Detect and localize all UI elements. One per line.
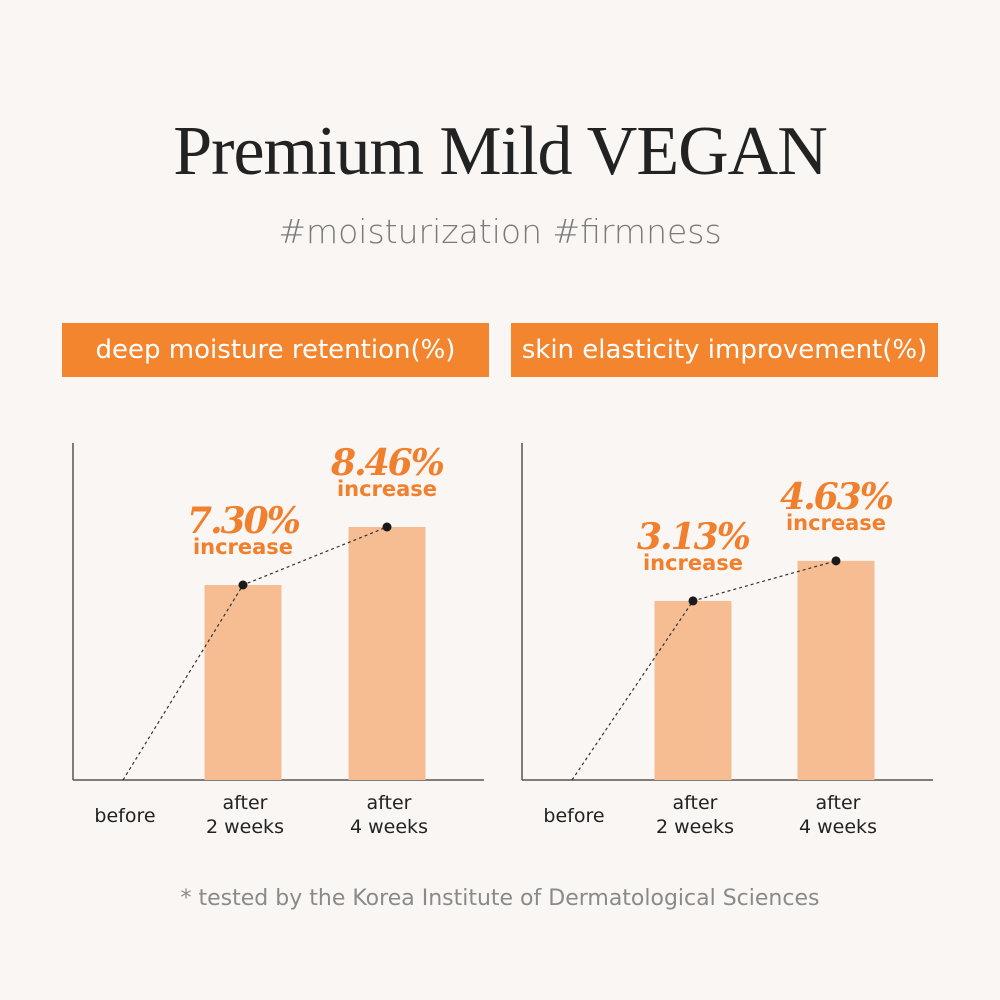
chart-title-moisture: deep moisture retention(%) xyxy=(62,323,489,377)
chart-title-elasticity: skin elasticity improvement(%) xyxy=(511,323,938,377)
trend-point xyxy=(831,556,841,566)
x-tick-label: 2 weeks xyxy=(656,816,734,838)
bar-2 xyxy=(348,527,426,780)
trend-point xyxy=(238,580,248,590)
data-label-text: increase xyxy=(193,535,293,559)
data-label-value: 4.63% xyxy=(780,476,893,518)
hashtags: #moisturization #firmness xyxy=(278,212,722,251)
x-tick-label: after xyxy=(367,792,412,814)
footnote: * tested by the Korea Institute of Derma… xyxy=(180,886,820,911)
x-tick-label: after xyxy=(673,792,718,814)
bar-1 xyxy=(654,600,732,780)
bar-2 xyxy=(797,560,875,780)
trend-point xyxy=(688,596,698,606)
x-tick-label: 4 weeks xyxy=(799,816,877,838)
data-label-value: 3.13% xyxy=(637,516,750,558)
page-title: Premium Mild VEGAN xyxy=(173,113,828,190)
x-tick-label: 2 weeks xyxy=(206,816,284,838)
data-label-text: increase xyxy=(786,511,886,535)
x-tick-label: before xyxy=(543,805,604,827)
bar-1 xyxy=(204,585,282,780)
x-tick-label: 4 weeks xyxy=(350,816,428,838)
x-tick-label: after xyxy=(223,792,268,814)
data-label-value: 7.30% xyxy=(187,500,300,542)
x-tick-label: after xyxy=(816,792,861,814)
data-label-text: increase xyxy=(337,477,437,501)
x-tick-label: before xyxy=(94,805,155,827)
data-label-value: 8.46% xyxy=(330,442,444,484)
data-label-text: increase xyxy=(643,551,743,575)
trend-point xyxy=(382,522,392,532)
